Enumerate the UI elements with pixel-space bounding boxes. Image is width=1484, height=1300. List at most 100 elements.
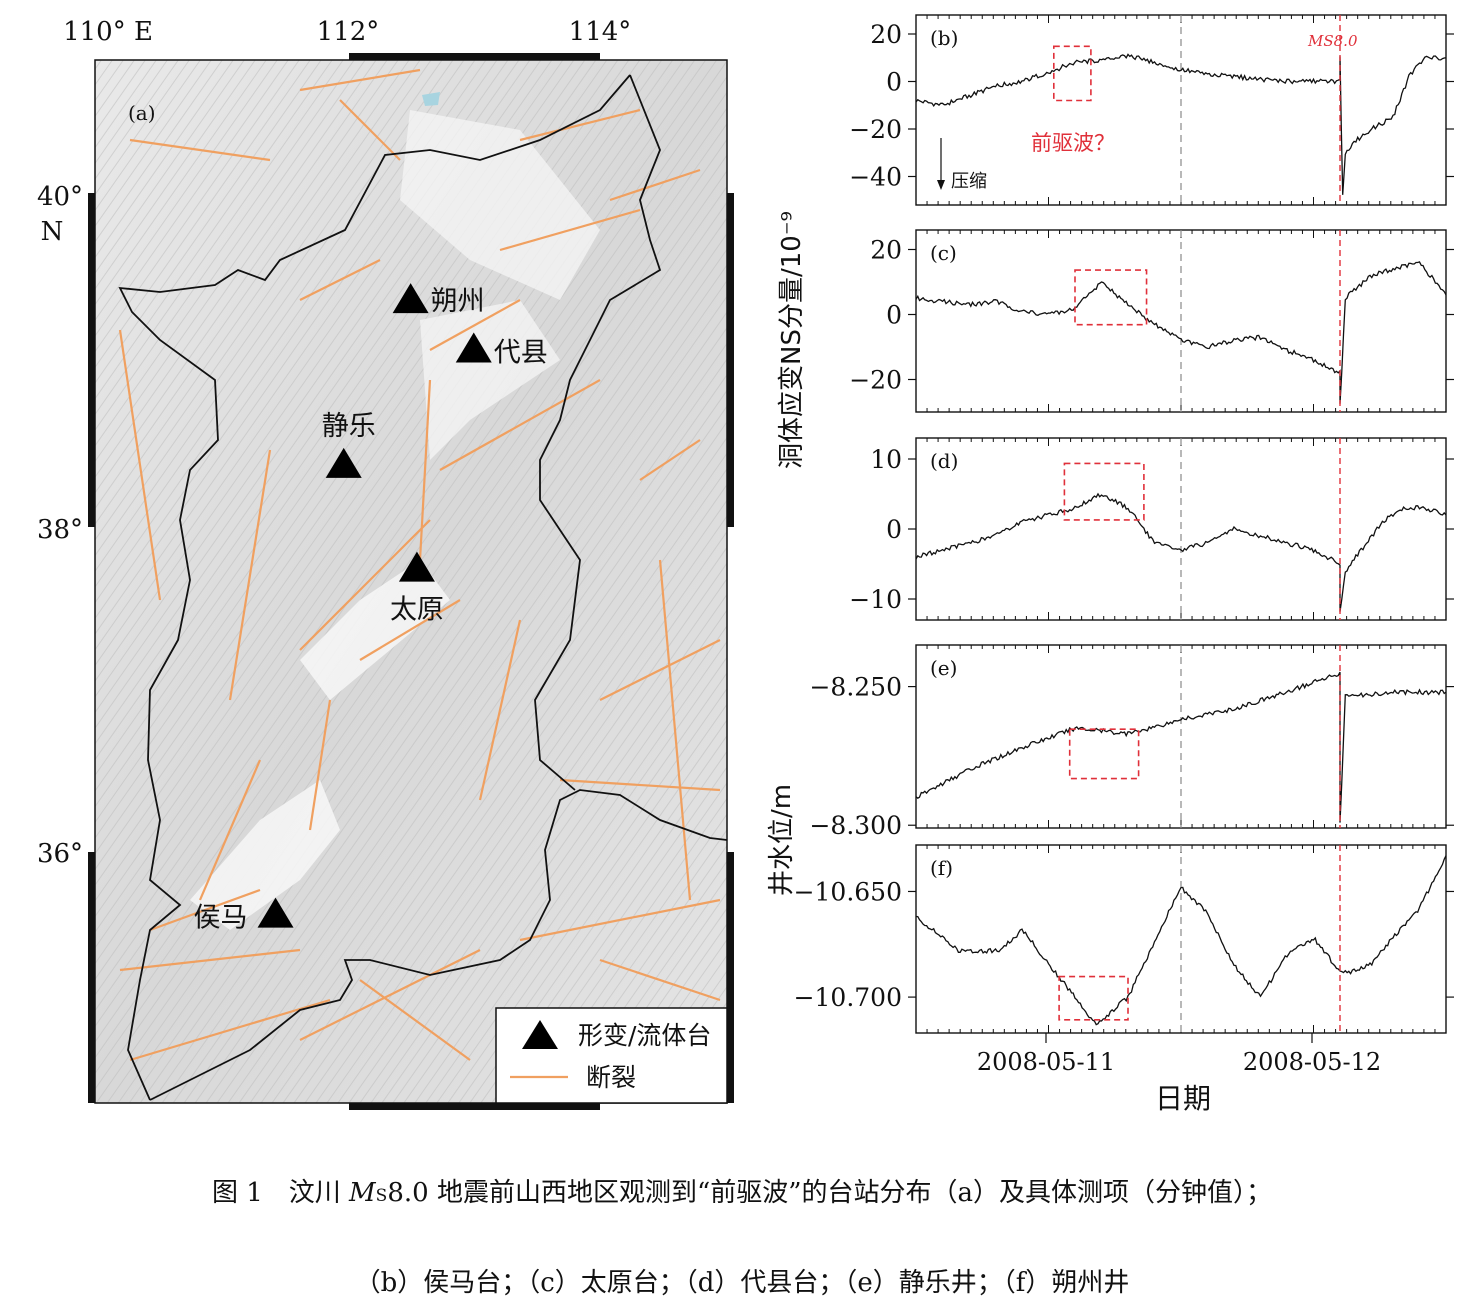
caption-magnitude-m: M — [349, 1178, 376, 1208]
fault-line — [478, 619, 522, 801]
compression-arrow-head — [937, 180, 945, 190]
fault-line — [609, 168, 701, 202]
station-marker[interactable] — [392, 283, 429, 314]
series-line — [915, 53, 1447, 195]
legend-box — [495, 1007, 728, 1104]
panel-label: (b) — [930, 26, 958, 50]
caption-magnitude-s: S — [375, 1186, 388, 1206]
fault-line — [299, 68, 421, 92]
caption-rest: 8.0 地震前山西地区观测到“前驱波”的台站分布（a）及具体测项（分钟值）； — [387, 1178, 1273, 1208]
frame-bar — [727, 852, 734, 1103]
y-tick-label: 10 — [870, 445, 902, 474]
frame-bar — [88, 193, 95, 527]
x-tick-label-0512: 2008-05-12 — [1243, 1048, 1381, 1076]
station-marker[interactable] — [455, 332, 492, 363]
lon-label-114: 114° — [569, 17, 632, 47]
fault-line — [359, 599, 461, 661]
precursor-box — [1058, 975, 1129, 1021]
legend-station-label: 形变/流体台 — [578, 1021, 711, 1050]
station-label: 静乐 — [322, 411, 376, 442]
station-label: 侯马 — [194, 903, 248, 934]
legend-fault-label: 断裂 — [586, 1063, 636, 1092]
figure-caption-line2: （b）侯马台；（c）太原台；（d）代县台；（e）静乐井；（f）朔州井 — [354, 1268, 1130, 1298]
series-line — [915, 492, 1447, 612]
fault-line — [559, 778, 721, 792]
fault-line — [519, 108, 641, 142]
datong-basin — [400, 110, 600, 300]
y-tick-label: −10.700 — [794, 983, 902, 1012]
fault-line — [359, 979, 471, 1061]
strain-axis-label: 洞体应变NS分量/10⁻⁹ — [777, 211, 807, 469]
y-tick-label: 20 — [870, 236, 902, 265]
lon-label-110: 110° E — [63, 17, 153, 47]
y-tick-label: −10.650 — [794, 877, 902, 906]
map-legend: 形变/流体台 断裂 — [495, 1007, 728, 1104]
y-tick-label: −40 — [849, 163, 902, 192]
y-tick-label: −8.300 — [809, 811, 902, 840]
fault-line — [299, 259, 381, 301]
y-tick-label: −20 — [849, 366, 902, 395]
caption-prefix: 图 1 汶川 — [211, 1178, 350, 1208]
lat-label-n: N — [41, 217, 64, 247]
station-label: 代县 — [494, 338, 548, 369]
frame-bar — [349, 1103, 600, 1110]
fault-line — [519, 898, 721, 942]
precursor-box — [1068, 728, 1140, 780]
taiyuan-basin — [300, 560, 450, 700]
fault-line — [418, 379, 432, 561]
y-tick-label: −20 — [849, 115, 902, 144]
station-marker[interactable] — [325, 447, 362, 478]
station-marker[interactable] — [398, 551, 435, 582]
fault-line — [129, 138, 271, 162]
map-panel: (a) 110° E 112° 114° 40° N 38° 36° 朔州代县静… — [37, 17, 734, 1110]
fault-line — [599, 639, 721, 701]
linfen-basin — [190, 780, 340, 930]
frame-bar — [88, 852, 95, 1103]
y-tick-label: 20 — [870, 20, 902, 49]
y-tick-label: 0 — [886, 515, 902, 544]
fault-line — [599, 958, 721, 1002]
fault-line — [429, 299, 521, 351]
panel-label: (e) — [930, 656, 957, 680]
y-tick-label: 0 — [886, 68, 902, 97]
series-line — [915, 671, 1447, 823]
timeseries-panels: 20 0 −20 −40 (b) 20 0 −20 (c) 10 0 −10 (d) −8.250 −8.3… — [794, 14, 1454, 1043]
precursor-label: 前驱波？ — [1031, 131, 1115, 155]
x-tick-label-0511: 2008-05-11 — [977, 1048, 1115, 1076]
x-axis-title: 日期 — [1155, 1082, 1211, 1115]
fault-line — [658, 559, 692, 901]
mainshock-label: MS8.0 — [1307, 32, 1358, 50]
legend-station-triangle — [522, 1020, 558, 1049]
fault-line — [439, 379, 601, 471]
fault-line — [499, 208, 641, 252]
lon-label-112: 112° — [317, 17, 380, 47]
panel-label: (d) — [930, 449, 958, 473]
frame-bar — [349, 53, 600, 60]
series-line — [915, 855, 1447, 1026]
panel-label: (f) — [930, 856, 953, 880]
fault-line — [149, 888, 261, 932]
figure-caption-line1: 图 1 汶川 MS8.0 地震前山西地区观测到“前驱波”的台站分布（a）及具体测… — [0, 1172, 1484, 1209]
station-label: 朔州 — [431, 286, 485, 317]
compression-label: 压缩 — [951, 171, 987, 192]
precursor-box — [1063, 462, 1145, 521]
lat-label-36: 36° — [37, 839, 83, 869]
fault-line — [118, 329, 162, 601]
y-tick-label: 0 — [886, 301, 902, 330]
water-axis-label: 井水位/m — [767, 784, 797, 896]
fault-line — [129, 998, 331, 1062]
lake — [422, 92, 440, 106]
station-marker[interactable] — [257, 897, 294, 928]
map-panel-label: (a) — [128, 101, 156, 125]
lat-label-40: 40° — [37, 182, 83, 212]
fault-line — [639, 439, 701, 481]
fault-line — [299, 949, 481, 1041]
panel-label: (c) — [930, 241, 957, 265]
precursor-box — [1053, 45, 1092, 102]
precursor-box — [1074, 269, 1148, 326]
fault-line — [299, 519, 431, 651]
faults — [118, 68, 721, 1062]
fault-line — [119, 948, 301, 972]
